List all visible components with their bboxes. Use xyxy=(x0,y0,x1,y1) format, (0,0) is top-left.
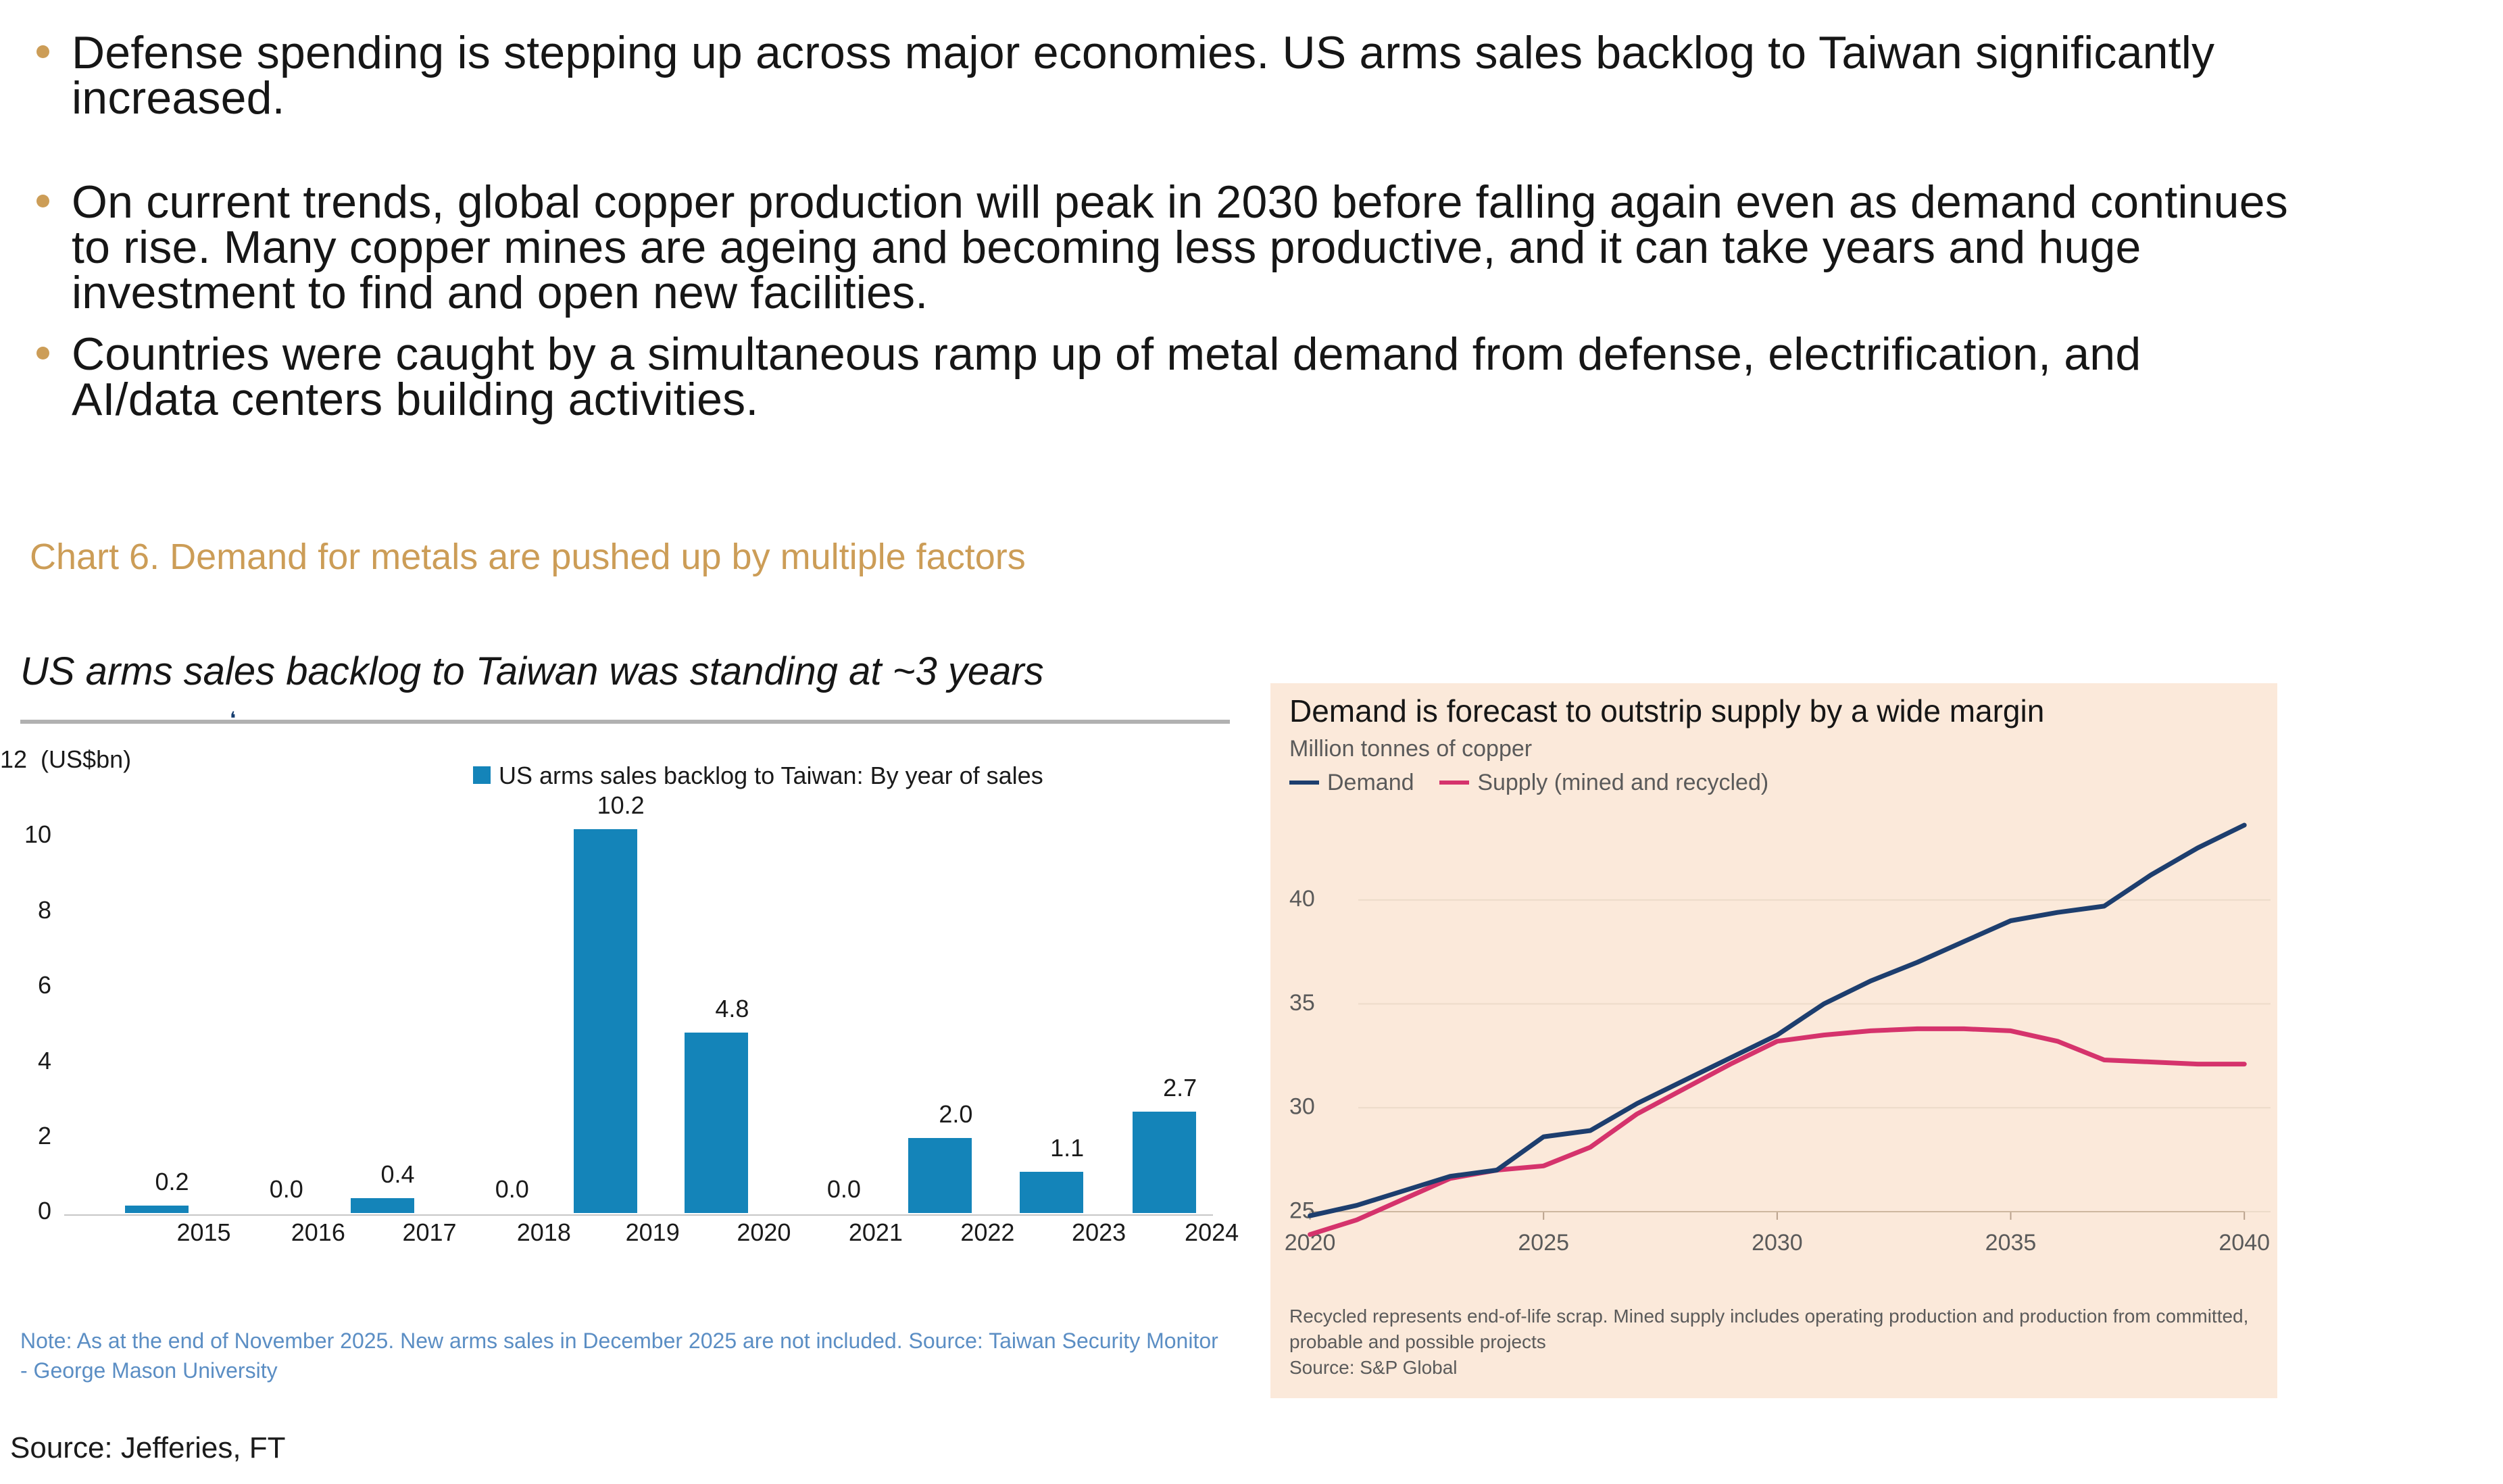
svg-text:25: 25 xyxy=(1289,1198,1315,1224)
svg-text:2035: 2035 xyxy=(1985,1230,2037,1256)
svg-text:2030: 2030 xyxy=(1752,1230,1803,1256)
svg-text:2040: 2040 xyxy=(2219,1230,2270,1256)
svg-text:2025: 2025 xyxy=(1518,1230,1569,1256)
svg-text:40: 40 xyxy=(1289,886,1315,912)
svg-text:30: 30 xyxy=(1289,1094,1315,1120)
svg-text:35: 35 xyxy=(1289,990,1315,1016)
